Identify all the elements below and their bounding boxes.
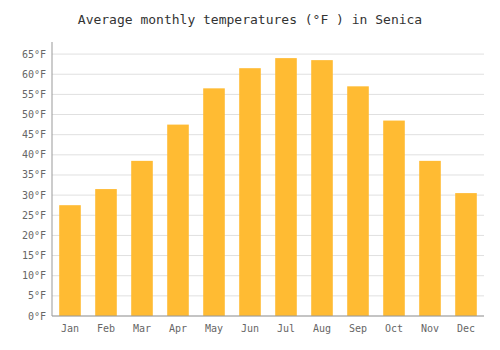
y-tick-label: 30°F: [22, 190, 46, 201]
x-tick-label: Jun: [241, 323, 259, 334]
grid: [52, 54, 484, 316]
y-tick-label: 35°F: [22, 169, 46, 180]
y-tick-label: 0°F: [28, 311, 46, 322]
y-tick-label: 40°F: [22, 149, 46, 160]
bar: [95, 189, 117, 316]
y-tick-label: 5°F: [28, 290, 46, 301]
bar: [167, 125, 189, 316]
bar: [455, 193, 477, 316]
bars: [59, 58, 477, 316]
x-tick-label: Jul: [277, 323, 295, 334]
chart-container: Average monthly temperatures (°F ) in Se…: [0, 0, 500, 350]
grid-line: [52, 54, 484, 55]
bar: [59, 205, 81, 316]
x-tick-label: Nov: [421, 323, 439, 334]
bar: [347, 86, 369, 316]
y-tick-label: 45°F: [22, 129, 46, 140]
x-tick-label: Apr: [169, 323, 187, 334]
bar: [203, 88, 225, 316]
bar: [239, 68, 261, 316]
x-tick-label: Feb: [97, 323, 115, 334]
y-tick-label: 65°F: [22, 49, 46, 60]
grid-line: [52, 94, 484, 95]
bar: [383, 121, 405, 316]
bar: [419, 161, 441, 316]
bar: [275, 58, 297, 316]
x-tick-label: Oct: [385, 323, 403, 334]
x-tick-label: Sep: [349, 323, 367, 334]
grid-line: [52, 134, 484, 135]
bar: [131, 161, 153, 316]
y-tick-label: 25°F: [22, 210, 46, 221]
y-tick-label: 55°F: [22, 89, 46, 100]
y-axis-line: [52, 42, 53, 316]
x-axis-line: [52, 316, 484, 317]
x-tick-label: Mar: [133, 323, 151, 334]
grid-line: [52, 316, 484, 317]
grid-line: [52, 74, 484, 75]
y-tick-label: 10°F: [22, 270, 46, 281]
chart: Average monthly temperatures (°F ) in Se…: [0, 0, 500, 350]
bar: [311, 60, 333, 316]
grid-line: [52, 114, 484, 115]
x-tick-label: Jan: [61, 323, 79, 334]
title: Average monthly temperatures (°F ) in Se…: [78, 12, 422, 27]
y-tick-label: 15°F: [22, 250, 46, 261]
x-tick-label: May: [205, 323, 223, 334]
x-tick-label: Aug: [313, 323, 331, 334]
x-tick-label: Dec: [457, 323, 475, 334]
grid-line: [52, 154, 484, 155]
y-tick-label: 20°F: [22, 230, 46, 241]
y-tick-label: 50°F: [22, 109, 46, 120]
y-tick-label: 60°F: [22, 69, 46, 80]
